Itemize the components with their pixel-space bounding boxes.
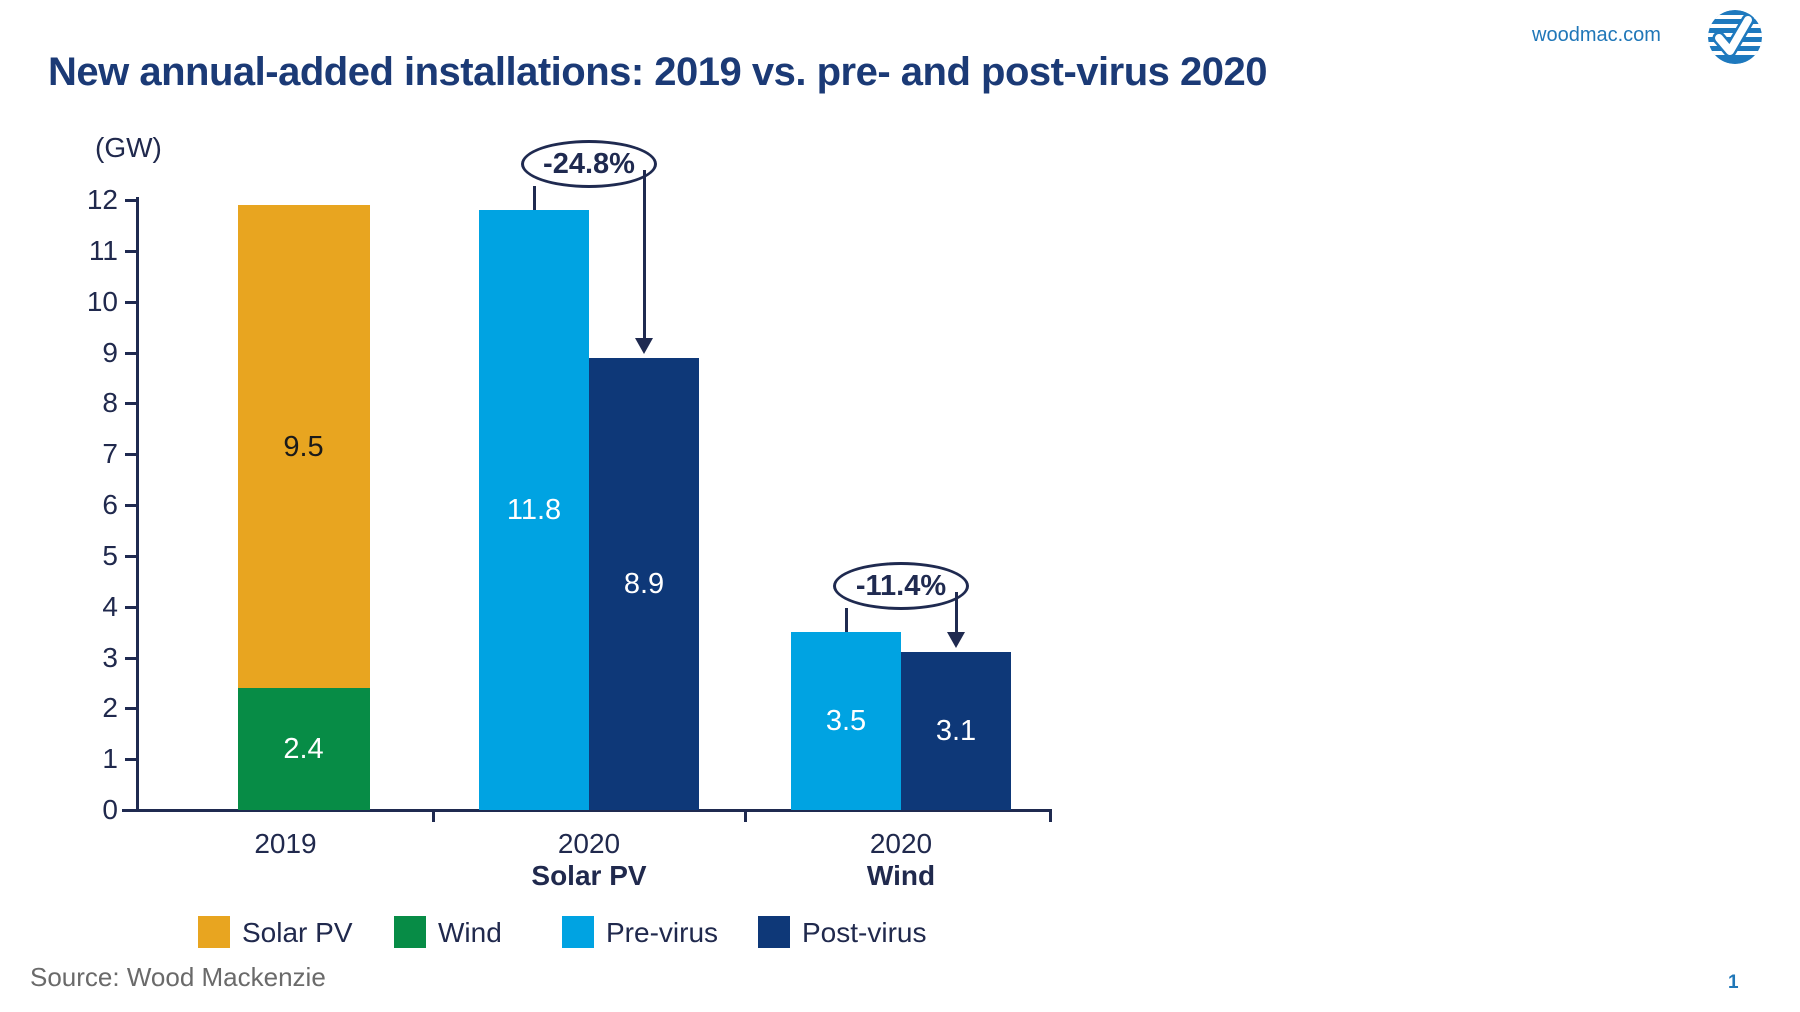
bar-pre-virus-wind bbox=[791, 632, 901, 810]
annotation-connector-line bbox=[533, 186, 536, 211]
x-tick-label: 2020 bbox=[869, 828, 933, 859]
bar-value-label: 9.5 bbox=[283, 430, 324, 463]
bar-segment-solar-pv bbox=[237, 205, 370, 688]
annotation-arrow-line bbox=[955, 592, 958, 633]
x-tick-label: 2020 bbox=[557, 828, 621, 859]
y-tick-label: 11 bbox=[88, 234, 118, 266]
site-link: woodmac.com bbox=[1532, 24, 1661, 46]
legend-label: Pre-virus bbox=[606, 917, 719, 948]
bar-post-virus-solar-pv bbox=[589, 357, 699, 810]
y-axis-tick bbox=[125, 453, 136, 457]
y-tick-label: 5 bbox=[102, 539, 118, 571]
page-number: 1 bbox=[1728, 972, 1739, 993]
annotation-ellipse: -24.8% bbox=[521, 140, 657, 189]
annotation-ellipse: -11.4% bbox=[833, 562, 969, 611]
y-tick-label: 0 bbox=[102, 794, 118, 825]
x-axis-tick bbox=[744, 810, 747, 822]
x-axis-tick bbox=[432, 810, 435, 822]
x-tick-label: 2019 bbox=[254, 828, 317, 859]
annotation-connector-line bbox=[845, 608, 848, 633]
legend-swatch-solar-pv bbox=[198, 916, 230, 948]
annotation-arrowhead bbox=[635, 337, 653, 354]
y-axis-line bbox=[136, 197, 139, 812]
annotation-arrowhead bbox=[947, 632, 965, 649]
bar-post-virus-wind bbox=[901, 652, 1011, 810]
x-axis-line bbox=[122, 809, 1052, 812]
bar-pre-virus-solar-pv bbox=[479, 210, 589, 810]
bar-segment-wind bbox=[237, 688, 370, 810]
legend-label: Solar PV bbox=[242, 917, 353, 948]
y-axis-tick bbox=[125, 707, 136, 711]
y-tick-label: 12 bbox=[86, 184, 118, 215]
y-axis-tick bbox=[125, 402, 136, 406]
legend-label: Post-virus bbox=[802, 917, 927, 948]
y-tick-label: 6 bbox=[102, 489, 118, 520]
y-axis-tick bbox=[125, 554, 136, 558]
x-axis-tick bbox=[1049, 810, 1052, 822]
page-title: New annual-added installations: 2019 vs.… bbox=[48, 50, 1267, 94]
legend-swatch-wind bbox=[394, 916, 426, 948]
bar-value-label: 3.1 bbox=[935, 715, 977, 748]
y-axis-tick bbox=[125, 758, 136, 762]
y-tick-label: 4 bbox=[102, 590, 118, 622]
woodmac-globe-check-icon bbox=[1708, 10, 1762, 64]
y-axis-tick bbox=[125, 605, 136, 609]
y-axis-tick bbox=[125, 351, 136, 355]
bar-value-label: 3.5 bbox=[825, 705, 867, 738]
x-tick-sublabel: Wind bbox=[866, 860, 936, 891]
source-note: Source: Wood Mackenzie bbox=[30, 962, 326, 992]
y-axis-unit-label: (GW) bbox=[95, 132, 162, 163]
y-axis-tick bbox=[125, 656, 136, 660]
y-tick-label: 3 bbox=[102, 641, 118, 673]
x-tick-sublabel: Solar PV bbox=[531, 860, 647, 891]
y-tick-label: 9 bbox=[102, 336, 118, 368]
bar-value-label: 8.9 bbox=[623, 567, 665, 600]
legend-swatch-post-virus bbox=[758, 916, 790, 948]
y-axis-tick bbox=[125, 249, 136, 253]
y-tick-label: 8 bbox=[102, 387, 118, 419]
y-tick-label: 7 bbox=[102, 438, 118, 470]
bar-value-label: 11.8 bbox=[506, 494, 562, 527]
legend-swatch-pre-virus bbox=[562, 916, 594, 948]
annotation-arrow-line bbox=[643, 170, 646, 338]
y-axis-tick bbox=[125, 199, 136, 202]
y-tick-label: 1 bbox=[102, 743, 118, 775]
y-tick-label: 2 bbox=[102, 692, 118, 724]
legend-label: Wind bbox=[438, 917, 502, 948]
y-axis-tick bbox=[125, 504, 136, 507]
y-tick-label: 10 bbox=[86, 285, 118, 317]
y-axis-tick bbox=[125, 300, 136, 304]
bar-value-label: 2.4 bbox=[283, 733, 324, 765]
